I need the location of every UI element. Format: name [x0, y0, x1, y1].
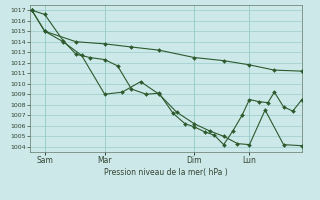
X-axis label: Pression niveau de la mer( hPa ): Pression niveau de la mer( hPa ): [104, 168, 228, 177]
